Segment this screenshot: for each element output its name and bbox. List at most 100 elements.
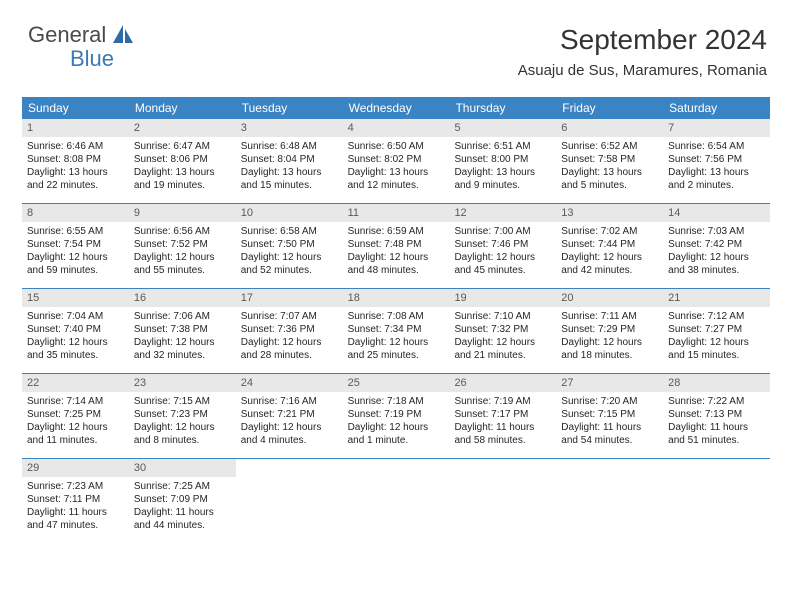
sunrise-text: Sunrise: 6:51 AM <box>454 140 551 153</box>
sunset-text: Sunset: 8:08 PM <box>27 153 124 166</box>
day-number: 10 <box>236 204 343 222</box>
day-body: Sunrise: 7:08 AMSunset: 7:34 PMDaylight:… <box>343 307 450 366</box>
day-body: Sunrise: 7:22 AMSunset: 7:13 PMDaylight:… <box>663 392 770 451</box>
day-cell <box>236 459 343 543</box>
header: General Blue September 2024 Asuaju de Su… <box>0 0 792 87</box>
sunset-text: Sunset: 7:34 PM <box>348 323 445 336</box>
day-body: Sunrise: 6:54 AMSunset: 7:56 PMDaylight:… <box>663 137 770 196</box>
day-header-monday: Monday <box>129 97 236 119</box>
day-number: 18 <box>343 289 450 307</box>
day-number: 29 <box>22 459 129 477</box>
sunrise-text: Sunrise: 7:23 AM <box>27 480 124 493</box>
daylight-text: Daylight: 12 hours and 48 minutes. <box>348 251 445 277</box>
sunrise-text: Sunrise: 6:54 AM <box>668 140 765 153</box>
sunrise-text: Sunrise: 6:50 AM <box>348 140 445 153</box>
day-number: 12 <box>449 204 556 222</box>
daylight-text: Daylight: 12 hours and 35 minutes. <box>27 336 124 362</box>
day-number: 24 <box>236 374 343 392</box>
day-cell: 11Sunrise: 6:59 AMSunset: 7:48 PMDayligh… <box>343 204 450 288</box>
sunset-text: Sunset: 7:52 PM <box>134 238 231 251</box>
sunset-text: Sunset: 7:13 PM <box>668 408 765 421</box>
sunset-text: Sunset: 7:40 PM <box>27 323 124 336</box>
sunrise-text: Sunrise: 6:48 AM <box>241 140 338 153</box>
day-number: 23 <box>129 374 236 392</box>
day-cell: 30Sunrise: 7:25 AMSunset: 7:09 PMDayligh… <box>129 459 236 543</box>
sunrise-text: Sunrise: 6:59 AM <box>348 225 445 238</box>
daylight-text: Daylight: 13 hours and 12 minutes. <box>348 166 445 192</box>
logo-sail-icon <box>113 25 135 50</box>
daylight-text: Daylight: 12 hours and 38 minutes. <box>668 251 765 277</box>
day-body: Sunrise: 6:51 AMSunset: 8:00 PMDaylight:… <box>449 137 556 196</box>
day-number: 8 <box>22 204 129 222</box>
day-body: Sunrise: 6:48 AMSunset: 8:04 PMDaylight:… <box>236 137 343 196</box>
daylight-text: Daylight: 12 hours and 28 minutes. <box>241 336 338 362</box>
day-cell <box>449 459 556 543</box>
day-cell: 21Sunrise: 7:12 AMSunset: 7:27 PMDayligh… <box>663 289 770 373</box>
day-number: 2 <box>129 119 236 137</box>
day-cell: 3Sunrise: 6:48 AMSunset: 8:04 PMDaylight… <box>236 119 343 203</box>
sunset-text: Sunset: 7:17 PM <box>454 408 551 421</box>
sunset-text: Sunset: 7:50 PM <box>241 238 338 251</box>
day-number: 5 <box>449 119 556 137</box>
week-row: 22Sunrise: 7:14 AMSunset: 7:25 PMDayligh… <box>22 373 770 458</box>
day-cell: 1Sunrise: 6:46 AMSunset: 8:08 PMDaylight… <box>22 119 129 203</box>
day-body: Sunrise: 6:50 AMSunset: 8:02 PMDaylight:… <box>343 137 450 196</box>
daylight-text: Daylight: 12 hours and 1 minute. <box>348 421 445 447</box>
day-body: Sunrise: 7:14 AMSunset: 7:25 PMDaylight:… <box>22 392 129 451</box>
day-number: 15 <box>22 289 129 307</box>
sunset-text: Sunset: 7:27 PM <box>668 323 765 336</box>
day-body: Sunrise: 7:10 AMSunset: 7:32 PMDaylight:… <box>449 307 556 366</box>
day-body: Sunrise: 7:11 AMSunset: 7:29 PMDaylight:… <box>556 307 663 366</box>
day-cell: 27Sunrise: 7:20 AMSunset: 7:15 PMDayligh… <box>556 374 663 458</box>
daylight-text: Daylight: 12 hours and 32 minutes. <box>134 336 231 362</box>
sunrise-text: Sunrise: 7:15 AM <box>134 395 231 408</box>
sunset-text: Sunset: 7:19 PM <box>348 408 445 421</box>
day-cell: 8Sunrise: 6:55 AMSunset: 7:54 PMDaylight… <box>22 204 129 288</box>
day-body: Sunrise: 7:07 AMSunset: 7:36 PMDaylight:… <box>236 307 343 366</box>
daylight-text: Daylight: 13 hours and 15 minutes. <box>241 166 338 192</box>
day-body: Sunrise: 6:47 AMSunset: 8:06 PMDaylight:… <box>129 137 236 196</box>
daylight-text: Daylight: 12 hours and 18 minutes. <box>561 336 658 362</box>
day-header-wednesday: Wednesday <box>343 97 450 119</box>
day-cell: 6Sunrise: 6:52 AMSunset: 7:58 PMDaylight… <box>556 119 663 203</box>
day-cell: 29Sunrise: 7:23 AMSunset: 7:11 PMDayligh… <box>22 459 129 543</box>
day-number: 6 <box>556 119 663 137</box>
day-number: 22 <box>22 374 129 392</box>
day-cell: 23Sunrise: 7:15 AMSunset: 7:23 PMDayligh… <box>129 374 236 458</box>
sunset-text: Sunset: 7:36 PM <box>241 323 338 336</box>
day-number: 20 <box>556 289 663 307</box>
day-body: Sunrise: 7:02 AMSunset: 7:44 PMDaylight:… <box>556 222 663 281</box>
day-number: 17 <box>236 289 343 307</box>
day-number: 16 <box>129 289 236 307</box>
sunrise-text: Sunrise: 7:19 AM <box>454 395 551 408</box>
daylight-text: Daylight: 12 hours and 25 minutes. <box>348 336 445 362</box>
day-cell: 22Sunrise: 7:14 AMSunset: 7:25 PMDayligh… <box>22 374 129 458</box>
day-number: 7 <box>663 119 770 137</box>
day-body: Sunrise: 6:56 AMSunset: 7:52 PMDaylight:… <box>129 222 236 281</box>
day-number: 4 <box>343 119 450 137</box>
day-cell: 19Sunrise: 7:10 AMSunset: 7:32 PMDayligh… <box>449 289 556 373</box>
daylight-text: Daylight: 11 hours and 58 minutes. <box>454 421 551 447</box>
day-number: 25 <box>343 374 450 392</box>
day-number: 28 <box>663 374 770 392</box>
sunset-text: Sunset: 8:02 PM <box>348 153 445 166</box>
day-cell: 12Sunrise: 7:00 AMSunset: 7:46 PMDayligh… <box>449 204 556 288</box>
sunrise-text: Sunrise: 7:03 AM <box>668 225 765 238</box>
day-cell: 24Sunrise: 7:16 AMSunset: 7:21 PMDayligh… <box>236 374 343 458</box>
day-number: 21 <box>663 289 770 307</box>
day-cell: 16Sunrise: 7:06 AMSunset: 7:38 PMDayligh… <box>129 289 236 373</box>
day-header-sunday: Sunday <box>22 97 129 119</box>
sunset-text: Sunset: 7:11 PM <box>27 493 124 506</box>
sunrise-text: Sunrise: 7:14 AM <box>27 395 124 408</box>
daylight-text: Daylight: 12 hours and 8 minutes. <box>134 421 231 447</box>
sunset-text: Sunset: 7:09 PM <box>134 493 231 506</box>
day-body: Sunrise: 7:18 AMSunset: 7:19 PMDaylight:… <box>343 392 450 451</box>
day-header-saturday: Saturday <box>663 97 770 119</box>
daylight-text: Daylight: 12 hours and 42 minutes. <box>561 251 658 277</box>
day-body: Sunrise: 7:00 AMSunset: 7:46 PMDaylight:… <box>449 222 556 281</box>
daylight-text: Daylight: 11 hours and 54 minutes. <box>561 421 658 447</box>
sunrise-text: Sunrise: 6:46 AM <box>27 140 124 153</box>
day-body: Sunrise: 7:20 AMSunset: 7:15 PMDaylight:… <box>556 392 663 451</box>
day-cell: 28Sunrise: 7:22 AMSunset: 7:13 PMDayligh… <box>663 374 770 458</box>
sunrise-text: Sunrise: 6:55 AM <box>27 225 124 238</box>
